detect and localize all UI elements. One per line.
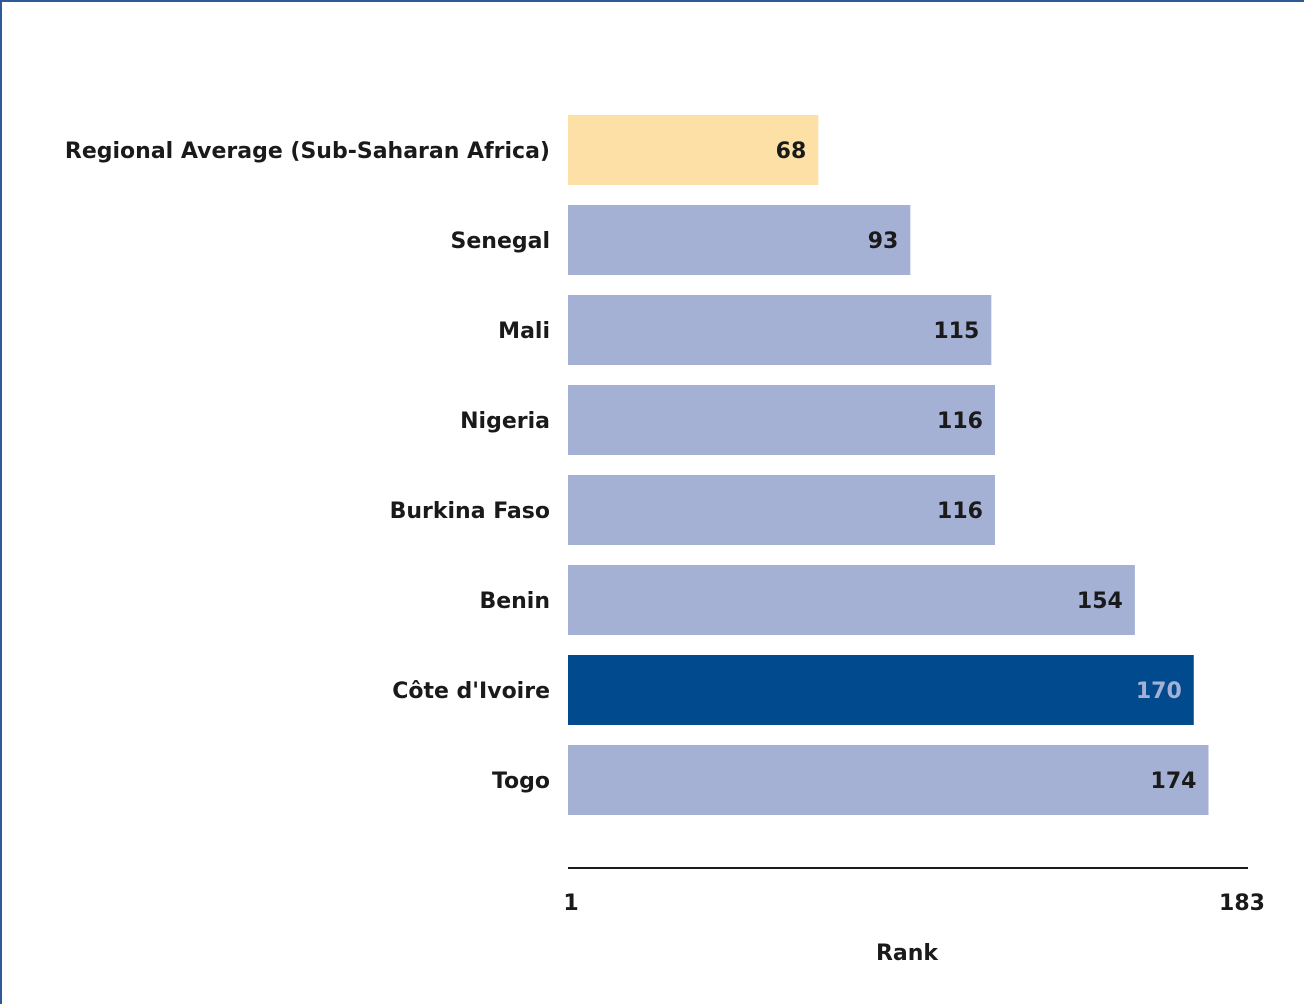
bar-regional-average-sub-saharan-africa	[568, 115, 819, 185]
bar-c-te-d-ivoire	[568, 655, 1194, 725]
x-tick-max: 183	[1219, 891, 1265, 916]
bar-benin	[568, 565, 1135, 635]
value-label-nigeria: 116	[937, 409, 983, 434]
bar-mali	[568, 295, 992, 365]
x-tick-min: 1	[563, 891, 578, 916]
value-label-senegal: 93	[868, 229, 899, 254]
category-labels-layer: Regional Average (Sub-Saharan Africa) Sen…	[65, 139, 550, 794]
category-label-nigeria: Nigeria	[460, 409, 550, 434]
value-label-togo: 174	[1151, 769, 1197, 794]
category-label-mali: Mali	[498, 319, 550, 344]
bar-togo	[568, 745, 1209, 815]
category-label-benin: Benin	[479, 589, 550, 614]
category-label-burkina-faso: Burkina Faso	[390, 499, 550, 524]
value-label-c-te-d-ivoire: 170	[1136, 679, 1182, 704]
value-label-benin: 154	[1077, 589, 1123, 614]
value-label-regional-average-sub-saharan-africa: 68	[776, 139, 807, 164]
bars-layer	[568, 115, 1209, 815]
value-label-burkina-faso: 116	[937, 499, 983, 524]
bar-burkina-faso	[568, 475, 995, 545]
category-label-regional-average-sub-saharan-africa: Regional Average (Sub-Saharan Africa)	[65, 139, 550, 164]
x-axis-title: Rank	[876, 941, 939, 966]
value-label-mali: 115	[933, 319, 979, 344]
value-labels-layer: 68 93 115 116 116 154 170 174	[776, 139, 1197, 794]
bar-senegal	[568, 205, 911, 275]
category-label-senegal: Senegal	[451, 229, 550, 254]
bar-nigeria	[568, 385, 995, 455]
category-label-c-te-d-ivoire: Côte d'Ivoire	[392, 679, 550, 704]
category-label-togo: Togo	[492, 769, 550, 794]
